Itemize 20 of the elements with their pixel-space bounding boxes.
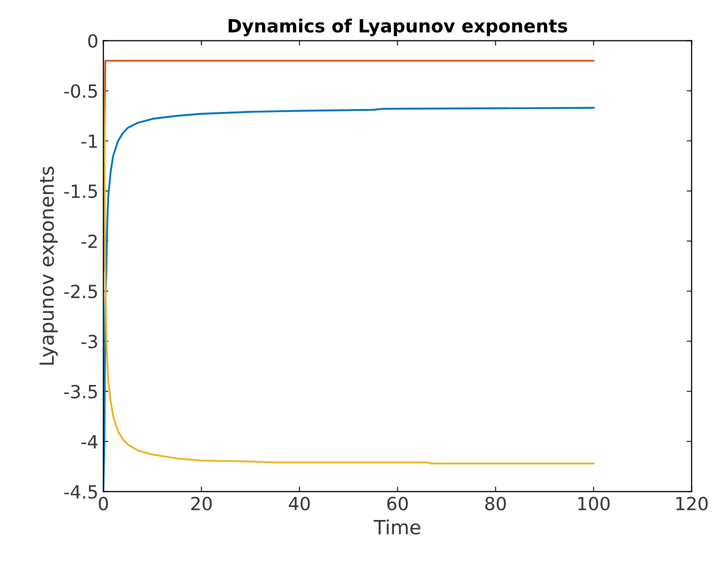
y-tick-label: -3.5	[64, 384, 97, 398]
y-tick-label: -1	[81, 134, 97, 148]
y-tick-label: -2.5	[64, 284, 97, 298]
x-tick-label: 0	[98, 496, 108, 510]
x-tick-label: 60	[387, 496, 408, 510]
x-axis-title: Time	[374, 519, 420, 534]
chart-title: Dynamics of Lyapunov exponents	[228, 18, 568, 36]
y-tick-label: -4	[81, 435, 98, 448]
x-tick-label: 120	[676, 496, 708, 510]
x-tick-label: 40	[288, 496, 310, 510]
x-tick-label: 100	[578, 496, 610, 510]
y-tick-label: -3	[81, 334, 98, 348]
y-tick-label: -4.5	[64, 485, 97, 499]
y-tick-label: -2	[81, 234, 97, 248]
y-tick-label: -0.5	[64, 84, 97, 98]
y-axis-title: Lyapunov exponents	[40, 166, 58, 365]
x-tick-label: 80	[485, 496, 506, 510]
y-tick-label: 0	[88, 34, 98, 48]
x-tick-label: 20	[191, 496, 212, 510]
y-tick-label: -1.5	[64, 184, 97, 198]
